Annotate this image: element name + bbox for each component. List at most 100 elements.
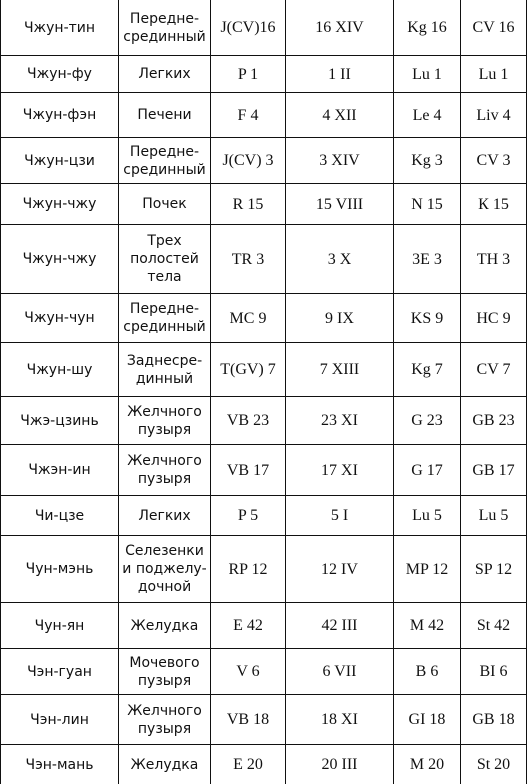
table-cell: 7 XIII [285,342,394,397]
table-cell: Заднесре- динный [118,342,211,397]
table-cell: B 6 [393,648,461,695]
table-cell: Чжун-цзи [0,137,119,184]
table-cell: J(CV)16 [210,0,286,56]
table-cell: 15 VIII [285,183,394,225]
table-row: Чун-ян Желудка E 42 42 III M 42 St 42 [0,602,527,649]
table-cell: Lu 5 [460,495,527,536]
table-cell: Желудка [118,602,211,649]
table-cell: 3 X [285,224,394,294]
table-cell: 16 XIV [285,0,394,56]
table-cell: CV 3 [460,137,527,184]
table-cell: Почек [118,183,211,225]
table-cell: Чжун-чун [0,293,119,343]
table-cell: Чун-ян [0,602,119,649]
table-cell: Чжун-фу [0,55,119,93]
table-cell: Kg 3 [393,137,461,184]
table-cell: CV 7 [460,342,527,397]
table-cell: 1 II [285,55,394,93]
table-cell: Чэн-мань [0,744,119,784]
table-cell: Желчного пузыря [118,694,211,745]
table-row: Чжун-тин Передне- срединный J(CV)16 16 XIV K… [0,0,527,56]
table-cell: MC 9 [210,293,286,343]
table-cell: Чи-цзе [0,495,119,536]
table-cell: KS 9 [393,293,461,343]
table-cell: Чун-мэнь [0,535,119,603]
table-cell: Le 4 [393,92,461,138]
table-cell: GB 18 [460,694,527,745]
table-row: Чжун-чжу Почек R 15 15 VIII N 15 К 15 [0,183,527,225]
table-cell: N 15 [393,183,461,225]
table-cell: Lu 5 [393,495,461,536]
table-cell: 12 IV [285,535,394,603]
table-cell: Мочевого пузыря [118,648,211,695]
table-row: Чжэ-цзинь Желчного пузыря VB 23 23 XI G 23 GB… [0,396,527,445]
table-row: Чэн-лин Желчного пузыря VB 18 18 XI GI 18 GB … [0,694,527,745]
table-cell: Liv 4 [460,92,527,138]
table-cell: Трех полостей тела [118,224,211,294]
table-cell: К 15 [460,183,527,225]
table-cell: P 5 [210,495,286,536]
table-cell: 5 I [285,495,394,536]
table-cell: 18 XI [285,694,394,745]
table-cell: Чэн-гуан [0,648,119,695]
table-cell: Чжэ-цзинь [0,396,119,445]
table-cell: Желудка [118,744,211,784]
table-cell: Печени [118,92,211,138]
table-row: Чжэн-ин Желчного пузыря VB 17 17 XI G 17 GB 1… [0,444,527,496]
table-cell: J(CV) 3 [210,137,286,184]
table-cell: TH 3 [460,224,527,294]
table-cell: Желчного пузыря [118,396,211,445]
table-cell: GB 23 [460,396,527,445]
table-cell: T(GV) 7 [210,342,286,397]
table-cell: BI 6 [460,648,527,695]
table-cell: Чжун-чжу [0,224,119,294]
table-cell: HC 9 [460,293,527,343]
table-cell: 3 XIV [285,137,394,184]
table-cell: Легких [118,495,211,536]
table-cell: E 20 [210,744,286,784]
table-cell: G 17 [393,444,461,496]
table-cell: G 23 [393,396,461,445]
table-cell: St 20 [460,744,527,784]
table-cell: VB 18 [210,694,286,745]
table-cell: Передне- срединный [118,0,211,56]
table-cell: P 1 [210,55,286,93]
table-cell: 17 XI [285,444,394,496]
table-cell: Lu 1 [393,55,461,93]
table-cell: 4 XII [285,92,394,138]
table-cell: CV 16 [460,0,527,56]
table-cell: 23 XI [285,396,394,445]
table-cell: Чжун-чжу [0,183,119,225]
table-cell: M 20 [393,744,461,784]
table-cell: V 6 [210,648,286,695]
table-cell: Чжэн-ин [0,444,119,496]
table-cell: F 4 [210,92,286,138]
table-cell: Kg 16 [393,0,461,56]
table-cell: M 42 [393,602,461,649]
table-cell: MP 12 [393,535,461,603]
table-cell: VB 23 [210,396,286,445]
table-cell: Селезенки и поджелу- дочной [118,535,211,603]
table-cell: Kg 7 [393,342,461,397]
table-cell: TR 3 [210,224,286,294]
table-cell: Чэн-лин [0,694,119,745]
table-cell: GI 18 [393,694,461,745]
table-cell: Lu 1 [460,55,527,93]
table-row: Чэн-мань Желудка E 20 20 III M 20 St 20 [0,744,527,784]
table-cell: 42 III [285,602,394,649]
table-cell: RP 12 [210,535,286,603]
table-cell: 20 III [285,744,394,784]
table-cell: GB 17 [460,444,527,496]
table-cell: Передне- срединный [118,137,211,184]
table-cell: Чжун-тин [0,0,119,56]
table-cell: E 42 [210,602,286,649]
table-cell: 6 VII [285,648,394,695]
table-cell: 9 IX [285,293,394,343]
